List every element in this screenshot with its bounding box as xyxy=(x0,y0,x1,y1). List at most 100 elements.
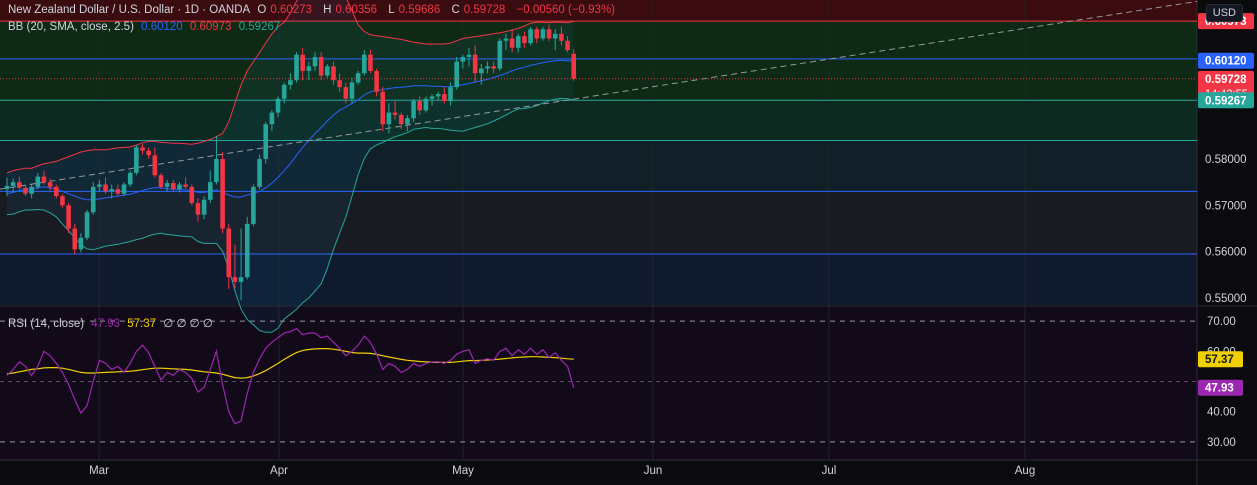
candle-body xyxy=(368,54,373,71)
price-label-value: 0.59728 xyxy=(1205,74,1247,86)
candle-body xyxy=(448,87,453,102)
candle-body xyxy=(275,98,281,113)
candle-body xyxy=(515,36,521,48)
time-axis-label: Jun xyxy=(644,465,663,477)
candle-body xyxy=(337,80,342,88)
candle-body xyxy=(466,54,472,58)
candle-body xyxy=(195,203,201,215)
candle-body xyxy=(207,182,213,200)
time-axis-label: Mar xyxy=(89,465,109,477)
rsi-value-label: 57.37 xyxy=(1205,354,1234,366)
candle-body xyxy=(288,80,293,85)
candle-body xyxy=(522,36,527,44)
price-tick-label: 0.55000 xyxy=(1205,293,1247,305)
candle-body xyxy=(78,237,84,250)
candle-body xyxy=(312,57,318,67)
candle-body xyxy=(109,189,115,192)
rsi-line xyxy=(6,327,575,425)
price-tick-label: 0.57000 xyxy=(1205,200,1247,212)
candle-body xyxy=(47,182,53,187)
candle-body xyxy=(164,183,170,187)
candle-body xyxy=(263,124,269,159)
price-label-value: 0.59267 xyxy=(1205,95,1247,107)
candle-body xyxy=(220,158,225,229)
candle-body xyxy=(386,112,392,125)
candle-body xyxy=(454,61,459,88)
candle-body xyxy=(4,185,10,190)
candle-body xyxy=(503,38,509,41)
rsi-value-tag xyxy=(1198,351,1243,368)
candle-body xyxy=(497,40,503,69)
candle-body xyxy=(405,118,410,125)
candle-body xyxy=(257,158,262,187)
candle-body xyxy=(411,101,416,119)
candle-body xyxy=(214,158,219,183)
rsi-tick-label: 30.00 xyxy=(1207,437,1236,449)
price-zone xyxy=(0,100,1197,141)
bb-basis-line xyxy=(6,59,574,201)
candle-body xyxy=(435,94,441,97)
candle-body xyxy=(325,66,330,76)
candle-body xyxy=(201,199,207,215)
candle-body xyxy=(318,57,324,76)
candle-body xyxy=(226,228,232,278)
trend-line[interactable] xyxy=(0,0,1198,190)
candle-body xyxy=(10,182,16,186)
candle-body xyxy=(460,57,466,62)
candle-body xyxy=(146,150,151,156)
candle-body xyxy=(294,54,299,81)
rsi-ma-line xyxy=(6,348,574,379)
time-axis-label: Aug xyxy=(1015,465,1035,477)
currency-button[interactable]: USD xyxy=(1205,4,1243,22)
candle-body xyxy=(392,112,398,115)
candle-body xyxy=(121,184,127,194)
candle-body xyxy=(306,66,312,71)
time-axis-label: Apr xyxy=(270,465,288,477)
candle-body xyxy=(472,54,478,74)
candle-body xyxy=(127,172,133,185)
candle-body xyxy=(29,186,34,194)
candle-body xyxy=(66,205,71,229)
candle-body xyxy=(232,277,238,282)
candle-body xyxy=(479,68,484,74)
candle-body xyxy=(509,38,515,48)
candle-body xyxy=(571,53,577,79)
candle-body xyxy=(251,186,256,224)
candle-body xyxy=(140,147,145,151)
candle-body xyxy=(115,189,121,194)
price-zone xyxy=(0,191,1197,255)
candle-body xyxy=(559,33,564,41)
candle-body xyxy=(300,54,305,71)
candle-body xyxy=(355,73,361,83)
price-label-tag xyxy=(1198,52,1254,69)
candle-body xyxy=(349,82,355,99)
time-axis-label: Jul xyxy=(822,465,837,477)
candle-body xyxy=(281,84,287,99)
candle-body xyxy=(238,277,244,282)
candle-body xyxy=(374,70,379,92)
candle-body xyxy=(183,184,188,187)
candle-body xyxy=(343,87,349,99)
candle-body xyxy=(398,114,404,125)
time-axis-label: May xyxy=(452,465,474,477)
candle-body xyxy=(23,187,28,194)
price-label-value: 0.60120 xyxy=(1205,56,1247,68)
candle-body xyxy=(534,29,540,39)
candle-body xyxy=(158,175,164,187)
candle-body xyxy=(546,29,552,39)
candle-body xyxy=(528,29,533,44)
candle-body xyxy=(177,184,182,190)
candle-body xyxy=(53,186,59,197)
candle-body xyxy=(244,223,250,278)
candle-body xyxy=(84,212,90,238)
candle-body xyxy=(35,176,41,187)
candle-body xyxy=(152,155,158,176)
bb-upper-line xyxy=(6,0,574,174)
bb-lower-line xyxy=(6,97,574,333)
bb-fill xyxy=(7,0,574,333)
candle-body xyxy=(552,33,558,39)
price-label-tag xyxy=(1198,92,1254,109)
candle-body xyxy=(103,184,108,192)
price-tick-label: 0.56000 xyxy=(1205,247,1247,259)
